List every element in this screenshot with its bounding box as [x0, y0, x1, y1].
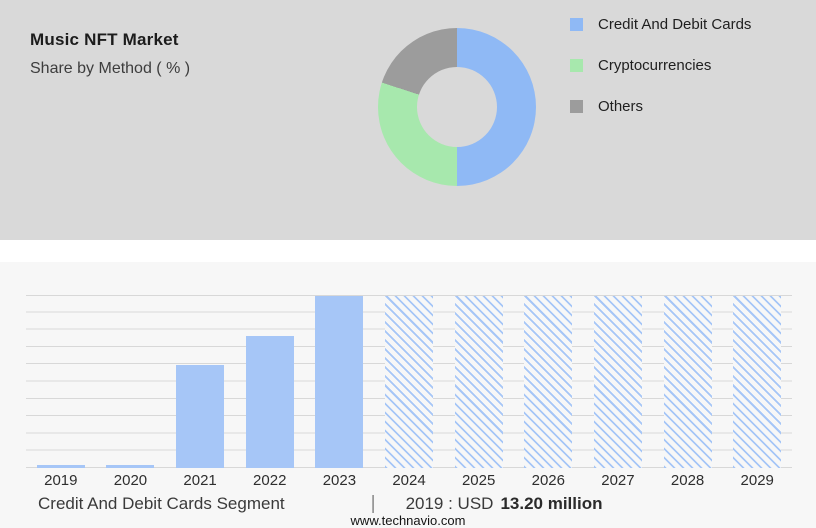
page-subtitle: Share by Method ( % ) [30, 60, 191, 77]
x-tick-label: 2029 [740, 472, 774, 489]
bar-series [26, 296, 792, 468]
bar-column [165, 296, 235, 468]
website-url: www.technavio.com [350, 513, 466, 528]
x-tick-label: 2026 [531, 472, 565, 489]
bar-column [583, 296, 653, 468]
bar-forecast [733, 296, 782, 468]
segment-value: 13.20 million [500, 494, 603, 513]
bar-column [722, 296, 792, 468]
bar-column [26, 296, 96, 468]
bar-chart [26, 295, 792, 468]
segment-panel: 2019 2020 2021 2022 2023 2024 2025 2026 2027 2028… [0, 262, 816, 528]
x-tick-label: 2028 [670, 472, 705, 489]
bar-actual [245, 335, 294, 468]
x-tick-label: 2023 [322, 472, 357, 489]
legend-swatch-icon [570, 58, 583, 72]
legend-label: Others [598, 97, 644, 115]
x-tick-label: 2022 [253, 472, 287, 489]
bar-forecast [385, 296, 434, 468]
legend-swatch-icon [570, 99, 583, 113]
bar-column [305, 296, 375, 468]
legend-item: Credit And Debit Cards [570, 14, 751, 34]
bar-forecast [593, 296, 642, 468]
value-prefix: 2019 : USD [405, 494, 494, 513]
bar-forecast [663, 296, 712, 468]
donut-chart [378, 28, 536, 186]
x-tick-label: 2027 [601, 472, 635, 489]
legend-item: Cryptocurrencies [570, 55, 751, 75]
x-axis: 2019 2020 2021 2022 2023 2024 2025 2026 2027 2028… [26, 472, 792, 492]
bar-forecast [454, 296, 503, 468]
bar-column [235, 296, 305, 468]
chart-legend: Credit And Debit Cards Cryptocurrencies Ot… [570, 14, 751, 137]
bar-column [653, 296, 723, 468]
x-tick-label: 2021 [183, 472, 217, 489]
bar-actual [315, 296, 364, 468]
bar-column [444, 296, 514, 468]
bar-column [96, 296, 166, 468]
legend-label: Cryptocurrencies [598, 56, 712, 74]
x-tick-label: 2020 [113, 472, 148, 489]
share-panel: Music NFT Market Share by Method ( % ) C… [0, 0, 816, 240]
bar-actual [36, 465, 85, 468]
caption-row: Credit And Debit Cards Segment | 2019 : … [38, 493, 792, 515]
caption-separator: | [370, 493, 376, 514]
section-divider [0, 240, 816, 262]
donut-hole [417, 67, 497, 147]
bar-column [513, 296, 583, 468]
legend-label: Credit And Debit Cards [598, 15, 752, 33]
x-tick-label: 2024 [392, 472, 426, 489]
segment-label: Credit And Debit Cards Segment [38, 494, 285, 513]
page-title: Music NFT Market [30, 30, 179, 49]
header: Music NFT Market Share by Method ( % ) [30, 30, 190, 78]
bar-column [374, 296, 444, 468]
legend-item: Others [570, 96, 751, 116]
x-tick-label: 2025 [461, 472, 496, 489]
legend-swatch-icon [570, 17, 583, 31]
x-tick-label: 2019 [44, 472, 78, 489]
bar-actual [106, 465, 155, 468]
bar-actual [176, 364, 225, 468]
bar-forecast [524, 296, 573, 468]
